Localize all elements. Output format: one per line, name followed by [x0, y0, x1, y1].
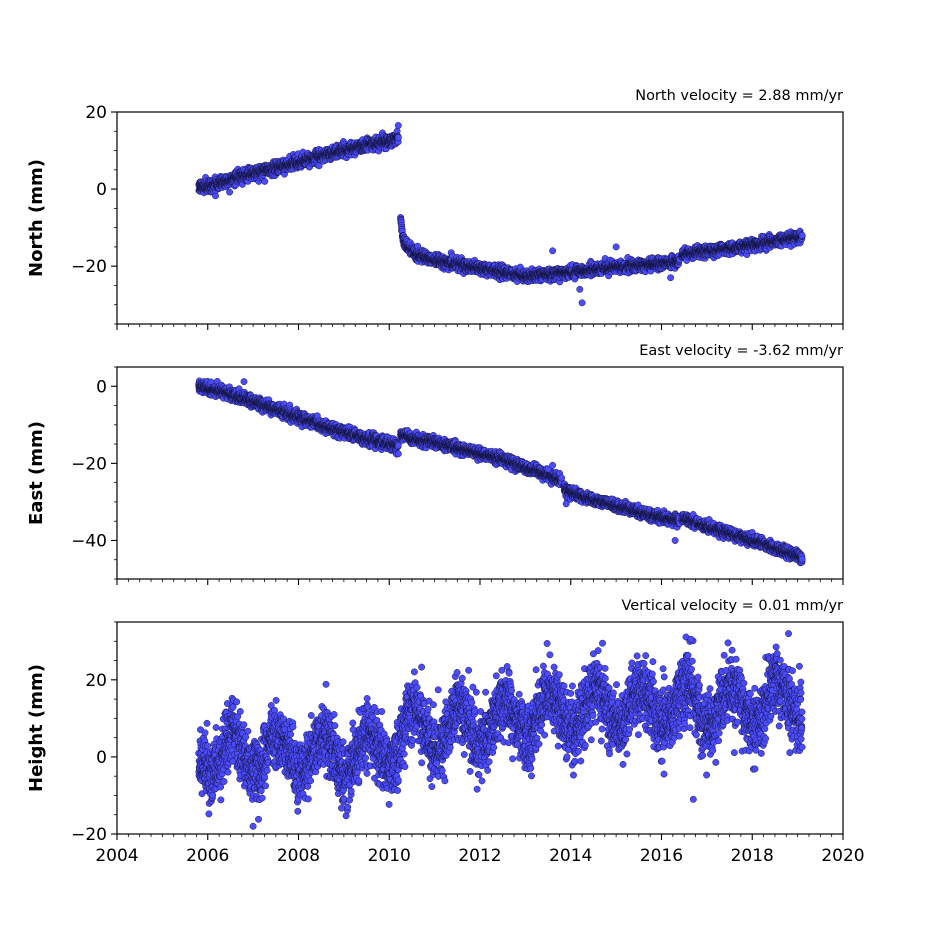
north-velocity-title: North velocity = 2.88 mm/yr: [635, 88, 843, 104]
north-data-point: [226, 188, 234, 196]
north-y-tick-label: −20: [71, 257, 107, 277]
north-y-tick-label: 20: [85, 103, 107, 123]
north-panel: −20 0 20 North velocity = 2.88 mm/yr North (…: [26, 88, 844, 330]
north-data-point: [261, 177, 269, 185]
north-data-point: [576, 285, 584, 293]
north-axes-frame: [116, 111, 844, 325]
east-points: [195, 377, 806, 567]
north-points: [195, 122, 806, 307]
north-data-point: [394, 122, 402, 129]
north-data-point: [798, 231, 806, 239]
north-y-axis-label: North (mm): [26, 159, 47, 277]
north-data-point: [394, 134, 402, 141]
north-data-point: [667, 274, 675, 282]
north-y-tick-label: 0: [96, 180, 107, 200]
north-data-point: [549, 247, 557, 255]
north-data-point: [578, 299, 586, 307]
north-data-point: [612, 243, 620, 251]
